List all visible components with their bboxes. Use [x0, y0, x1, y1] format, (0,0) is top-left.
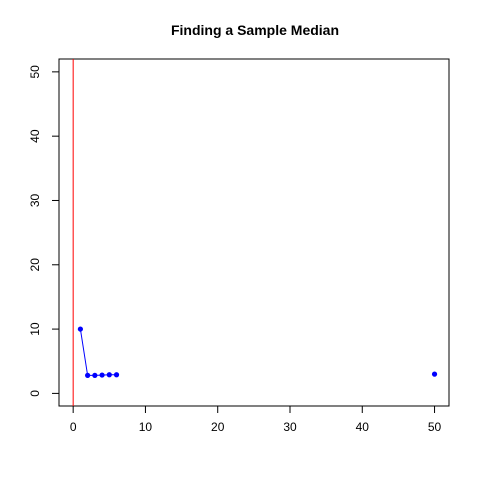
x-tick-label-0: 0	[70, 420, 77, 434]
y-tick-label-10: 10	[28, 322, 42, 336]
y-tick-label-40: 40	[28, 129, 42, 143]
data-point	[113, 372, 120, 378]
x-axis: 0 10 20 30 40 50	[70, 406, 442, 434]
y-tick-label-50: 50	[28, 65, 42, 79]
chart-title: Finding a Sample Median	[171, 22, 339, 38]
data-point	[92, 372, 98, 378]
data-point	[99, 372, 105, 378]
data-point	[77, 326, 83, 332]
x-tick-label-50: 50	[428, 420, 442, 434]
x-tick-label-30: 30	[283, 420, 297, 434]
data-point	[106, 372, 112, 378]
y-tick-label-30: 30	[28, 193, 42, 207]
x-tick-label-10: 10	[139, 420, 153, 434]
data-point	[431, 371, 438, 377]
y-axis: 0 10 20 30 40 50	[28, 65, 59, 397]
x-tick-label-40: 40	[356, 420, 370, 434]
y-tick-label-0: 0	[28, 390, 42, 397]
points	[77, 326, 438, 378]
plot-area	[58, 58, 450, 407]
series-line	[79, 329, 117, 376]
y-tick-label-20: 20	[28, 258, 42, 272]
data-point	[85, 372, 91, 378]
x-tick-label-20: 20	[211, 420, 225, 434]
